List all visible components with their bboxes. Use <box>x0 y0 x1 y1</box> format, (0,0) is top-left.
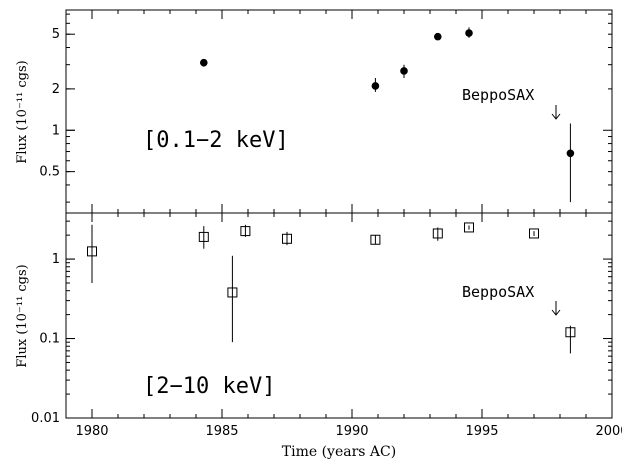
y-tick-label: 1 <box>52 252 60 267</box>
bottom-bepposax-label: BeppoSAX <box>462 283 534 301</box>
data-point <box>434 32 442 41</box>
x-tick-label: 1980 <box>75 424 108 439</box>
data-point <box>370 234 381 245</box>
data-point <box>371 82 380 90</box>
data-point <box>198 231 209 242</box>
data-point <box>400 67 408 75</box>
panel-top: 0.5 1 2 5 [0.1−2 keV] BeppoSAX Flux (10⁻¹¹ … <box>15 9 613 214</box>
x-axis-label: Time (years AC) <box>282 444 396 460</box>
y-tick-label: 0.01 <box>31 411 60 426</box>
data-point <box>464 222 474 233</box>
top-y-axis-label: Flux (10⁻¹¹ cgs) <box>15 60 30 163</box>
data-point <box>87 246 97 257</box>
top-bepposax-arrow <box>551 105 561 120</box>
top-plot-frame <box>65 9 613 214</box>
data-point <box>565 327 576 338</box>
bottom-marks <box>87 222 576 354</box>
y-tick-label: 2 <box>52 82 60 97</box>
data-point <box>200 58 208 67</box>
data-point <box>240 226 251 237</box>
top-band-label: [0.1−2 keV] <box>143 128 289 153</box>
y-tick-label: 0.5 <box>39 165 60 180</box>
data-point <box>529 228 539 239</box>
y-tick-label: 0.1 <box>39 332 60 347</box>
y-tick-label: 1 <box>52 123 60 138</box>
top-bepposax-label: BeppoSAX <box>462 86 534 104</box>
panel-bottom: 198019851990199520000.010.11 [2−10 keV] … <box>15 212 622 460</box>
bottom-band-label: [2−10 keV] <box>143 374 275 399</box>
data-point <box>282 233 292 244</box>
data-point <box>227 287 238 298</box>
x-tick-label: 1995 <box>465 424 498 439</box>
x-tick-label: 1990 <box>335 424 368 439</box>
bottom-y-axis-label: Flux (10⁻¹¹ cgs) <box>15 264 30 367</box>
top-marks <box>200 27 575 203</box>
data-point <box>465 29 473 37</box>
x-tick-label: 1985 <box>205 424 238 439</box>
data-point <box>566 149 575 158</box>
data-point <box>432 228 443 239</box>
bottom-bepposax-arrow <box>551 301 561 316</box>
y-tick-label: 5 <box>52 27 60 42</box>
bottom-plot-frame <box>65 212 613 419</box>
top-ticks: 0.5 1 2 5 <box>39 10 613 213</box>
